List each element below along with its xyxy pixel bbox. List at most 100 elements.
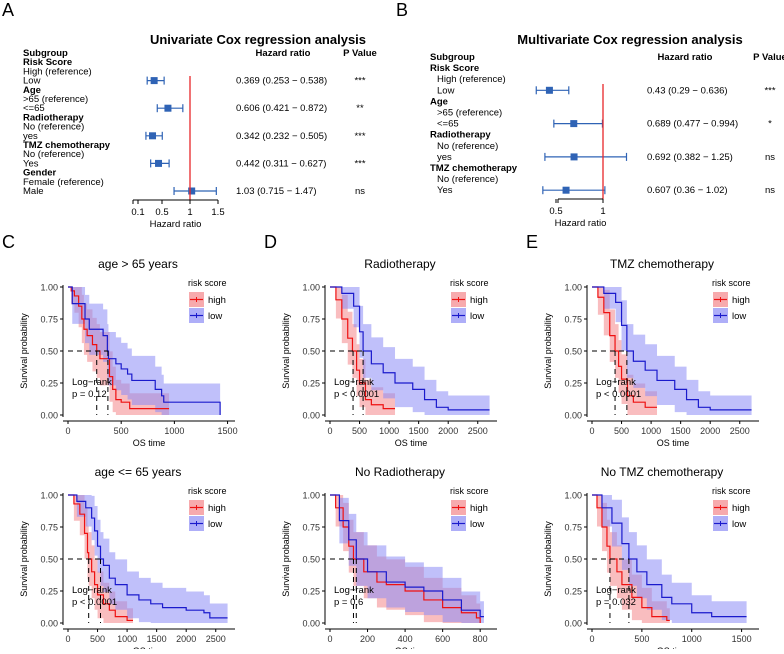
logrank-label: Log−rank — [596, 585, 636, 596]
legend-label-low: low — [208, 519, 222, 530]
legend-title: risk score — [450, 278, 489, 288]
p-value: *** — [354, 158, 365, 169]
header-hazard-ratio: Hazard ratio — [658, 52, 713, 63]
p-value: *** — [354, 76, 365, 87]
row-label: No (reference) — [23, 122, 84, 133]
header-p-value: P Value — [753, 52, 784, 63]
km-title: age > 65 years — [98, 257, 178, 271]
p-value-label: p = 0.12 — [72, 389, 107, 400]
hr-text: 0.692 (0.382 − 1.25) — [647, 152, 733, 163]
row-label: yes — [437, 152, 452, 163]
p-value: ** — [356, 103, 364, 114]
x-tick-label: 1000 — [164, 426, 184, 436]
survival-curve-high — [592, 494, 670, 622]
forest-title: Univariate Cox regression analysis — [150, 32, 366, 47]
x-tick-label: 500 — [114, 426, 129, 436]
legend-title: risk score — [712, 486, 751, 496]
row-label: Risk Score — [23, 57, 72, 68]
ci-band-high — [592, 287, 658, 415]
x-tick-label: 0 — [65, 634, 70, 644]
legend-label-high: high — [208, 295, 226, 306]
y-tick-label: 0.25 — [564, 379, 582, 389]
p-value: ns — [765, 152, 775, 163]
y-tick-label: 1.00 — [302, 491, 320, 501]
y-tick-label: 1.00 — [40, 491, 58, 501]
y-tick-label: 0.00 — [564, 619, 582, 629]
y-tick-label: 0.00 — [40, 411, 58, 421]
p-value: ns — [765, 185, 775, 196]
logrank-label: Log−rank — [334, 585, 374, 596]
km-title: No Radiotherapy — [355, 465, 445, 479]
y-axis-label: Survival probability — [543, 521, 553, 597]
x-tick-label: 0 — [589, 634, 594, 644]
legend: risk score high low — [188, 278, 227, 323]
row-label: Age — [430, 96, 448, 107]
hr-text: 0.689 (0.477 − 0.994) — [647, 119, 738, 130]
x-tick-label: 1500 — [409, 426, 429, 436]
legend: risk score high low — [712, 278, 751, 323]
x-tick-label: 0 — [65, 426, 70, 436]
legend-label-low: low — [732, 519, 746, 530]
panel-letter: A — [2, 0, 14, 20]
survival-curve-high — [592, 286, 658, 408]
hr-marker — [155, 159, 163, 167]
legend-label-low: low — [470, 519, 484, 530]
legend: risk score high low — [450, 486, 489, 531]
row-label: Low — [437, 85, 455, 96]
km-plot-E: TMZ chemotherapy 0.00 0.25 0.50 0.75 1.00 0 500… — [543, 257, 759, 448]
y-tick-label: 0.00 — [302, 619, 320, 629]
y-tick-label: 0.00 — [302, 411, 320, 421]
y-tick-label: 0.25 — [564, 587, 582, 597]
x-tick-label: 500 — [90, 634, 105, 644]
x-tick-label: 0 — [327, 426, 332, 436]
x-tick-label: 500 — [614, 426, 629, 436]
survival-curve-low — [592, 286, 752, 411]
y-tick-label: 0.75 — [40, 315, 58, 325]
hr-marker — [149, 132, 157, 140]
legend-label-high: high — [470, 503, 488, 514]
hr-text: 0.43 (0.29 − 0.636) — [647, 85, 728, 96]
x-tick-label: 1 — [600, 206, 605, 217]
forest-title: Multivariate Cox regression analysis — [517, 32, 742, 47]
row-label: No (reference) — [437, 174, 498, 185]
x-tick-label: 2500 — [206, 634, 226, 644]
ci-band-low — [68, 495, 228, 623]
x-tick-label: 1000 — [117, 634, 137, 644]
row-label: No (reference) — [437, 141, 498, 152]
row-label: TMZ chemotherapy — [23, 140, 111, 151]
y-tick-label: 0.50 — [302, 347, 320, 357]
x-tick-label: 400 — [398, 634, 413, 644]
hr-text: 0.442 (0.311 − 0.627) — [236, 158, 326, 169]
legend-label-high: high — [470, 295, 488, 306]
km-plot-E2: No TMZ chemotherapy 0.00 0.25 0.50 0.75 1.00 0… — [543, 465, 759, 654]
y-tick-label: 0.75 — [40, 523, 58, 533]
x-tick-label: 1 — [187, 207, 192, 218]
y-tick-label: 1.00 — [302, 283, 320, 293]
legend-title: risk score — [188, 278, 227, 288]
hr-marker — [570, 153, 578, 161]
header-subgroup: Subgroup — [23, 48, 68, 59]
x-tick-label: 1000 — [682, 634, 702, 644]
y-axis-label: Survival probability — [281, 521, 291, 597]
hr-marker — [164, 104, 172, 112]
hr-text: 0.369 (0.253 − 0.538) — [236, 76, 327, 87]
km-plot-D: Radiotherapy 0.00 0.25 0.50 0.75 1.00 0 500 1000… — [281, 257, 497, 448]
y-tick-label: 0.50 — [302, 555, 320, 565]
row-label: Risk Score — [430, 63, 479, 74]
y-tick-label: 0.25 — [40, 379, 58, 389]
y-tick-label: 0.25 — [40, 587, 58, 597]
y-tick-label: 1.00 — [564, 283, 582, 293]
row-label: >65 (reference) — [437, 108, 502, 119]
y-tick-label: 0.00 — [40, 619, 58, 629]
hr-marker — [562, 186, 570, 194]
row-label: Yes — [23, 158, 39, 169]
x-tick-label: 200 — [360, 634, 375, 644]
x-tick-label: 0 — [327, 634, 332, 644]
x-tick-label: 1500 — [147, 634, 167, 644]
hr-text: 1.03 (0.715 − 1.47) — [236, 186, 317, 197]
x-axis-label: OS time — [133, 438, 166, 448]
panel-letter: B — [396, 0, 408, 20]
panel-letter: C — [2, 232, 15, 252]
legend-label-high: high — [732, 295, 750, 306]
x-tick-label: 2000 — [700, 426, 720, 436]
